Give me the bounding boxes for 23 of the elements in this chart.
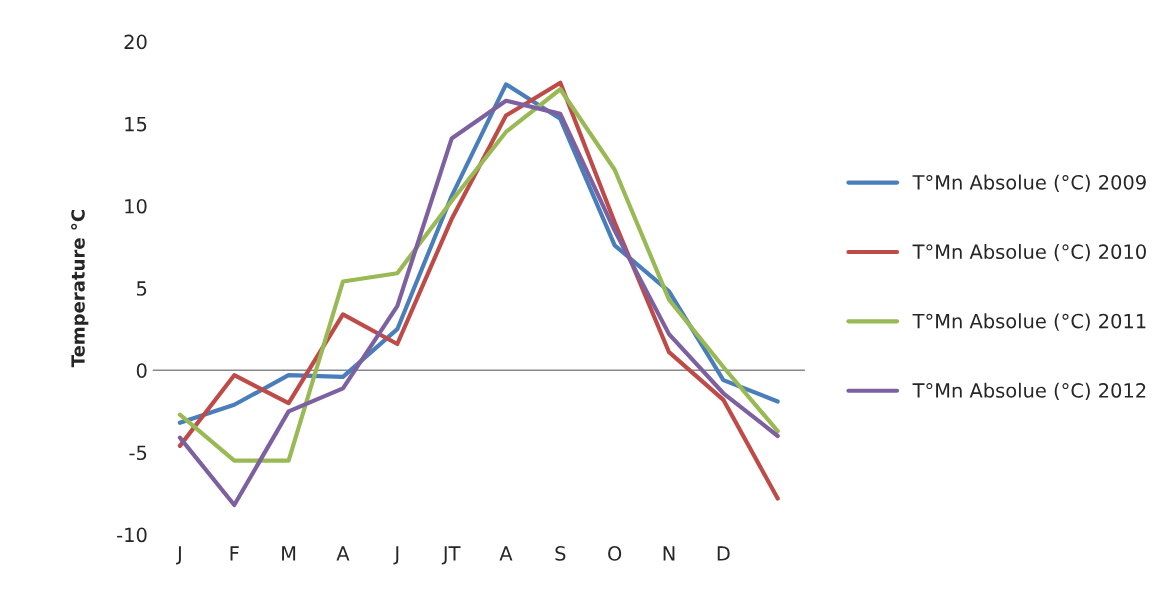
legend-label: T°Mn Absolue (°C) 2012 (912, 382, 1146, 401)
x-tick-label: A (499, 546, 513, 561)
x-tick-label: O (608, 546, 622, 561)
y-tick-label: 20 (124, 34, 147, 50)
y-tick-label: 10 (125, 198, 147, 214)
y-tick-label: 0 (136, 363, 147, 378)
x-tick-label: J (176, 546, 181, 565)
y-axis-title: Temperature °C (71, 210, 89, 368)
legend-label: T°Mn Absolue (°C) 2010 (912, 243, 1146, 262)
x-tick-label: J (393, 546, 399, 565)
x-tick-label: JT (441, 546, 461, 565)
y-tick-label: 15 (125, 116, 147, 132)
x-tick-label: M (282, 546, 296, 561)
y-tick-label: -10 (117, 527, 147, 543)
x-tick-label: A (336, 546, 350, 561)
legend-label: T°Mn Absolue (°C) 2009 (912, 174, 1146, 192)
legend-label: T°Mn Absolue (°C) 2011 (912, 313, 1146, 331)
y-tick-label: 5 (137, 281, 147, 296)
x-tick-label: S (555, 546, 566, 561)
x-tick-label: N (663, 546, 675, 561)
y-tick-label: -5 (129, 445, 147, 461)
x-tick-label: F (230, 546, 239, 561)
x-tick-label: D (717, 546, 730, 561)
